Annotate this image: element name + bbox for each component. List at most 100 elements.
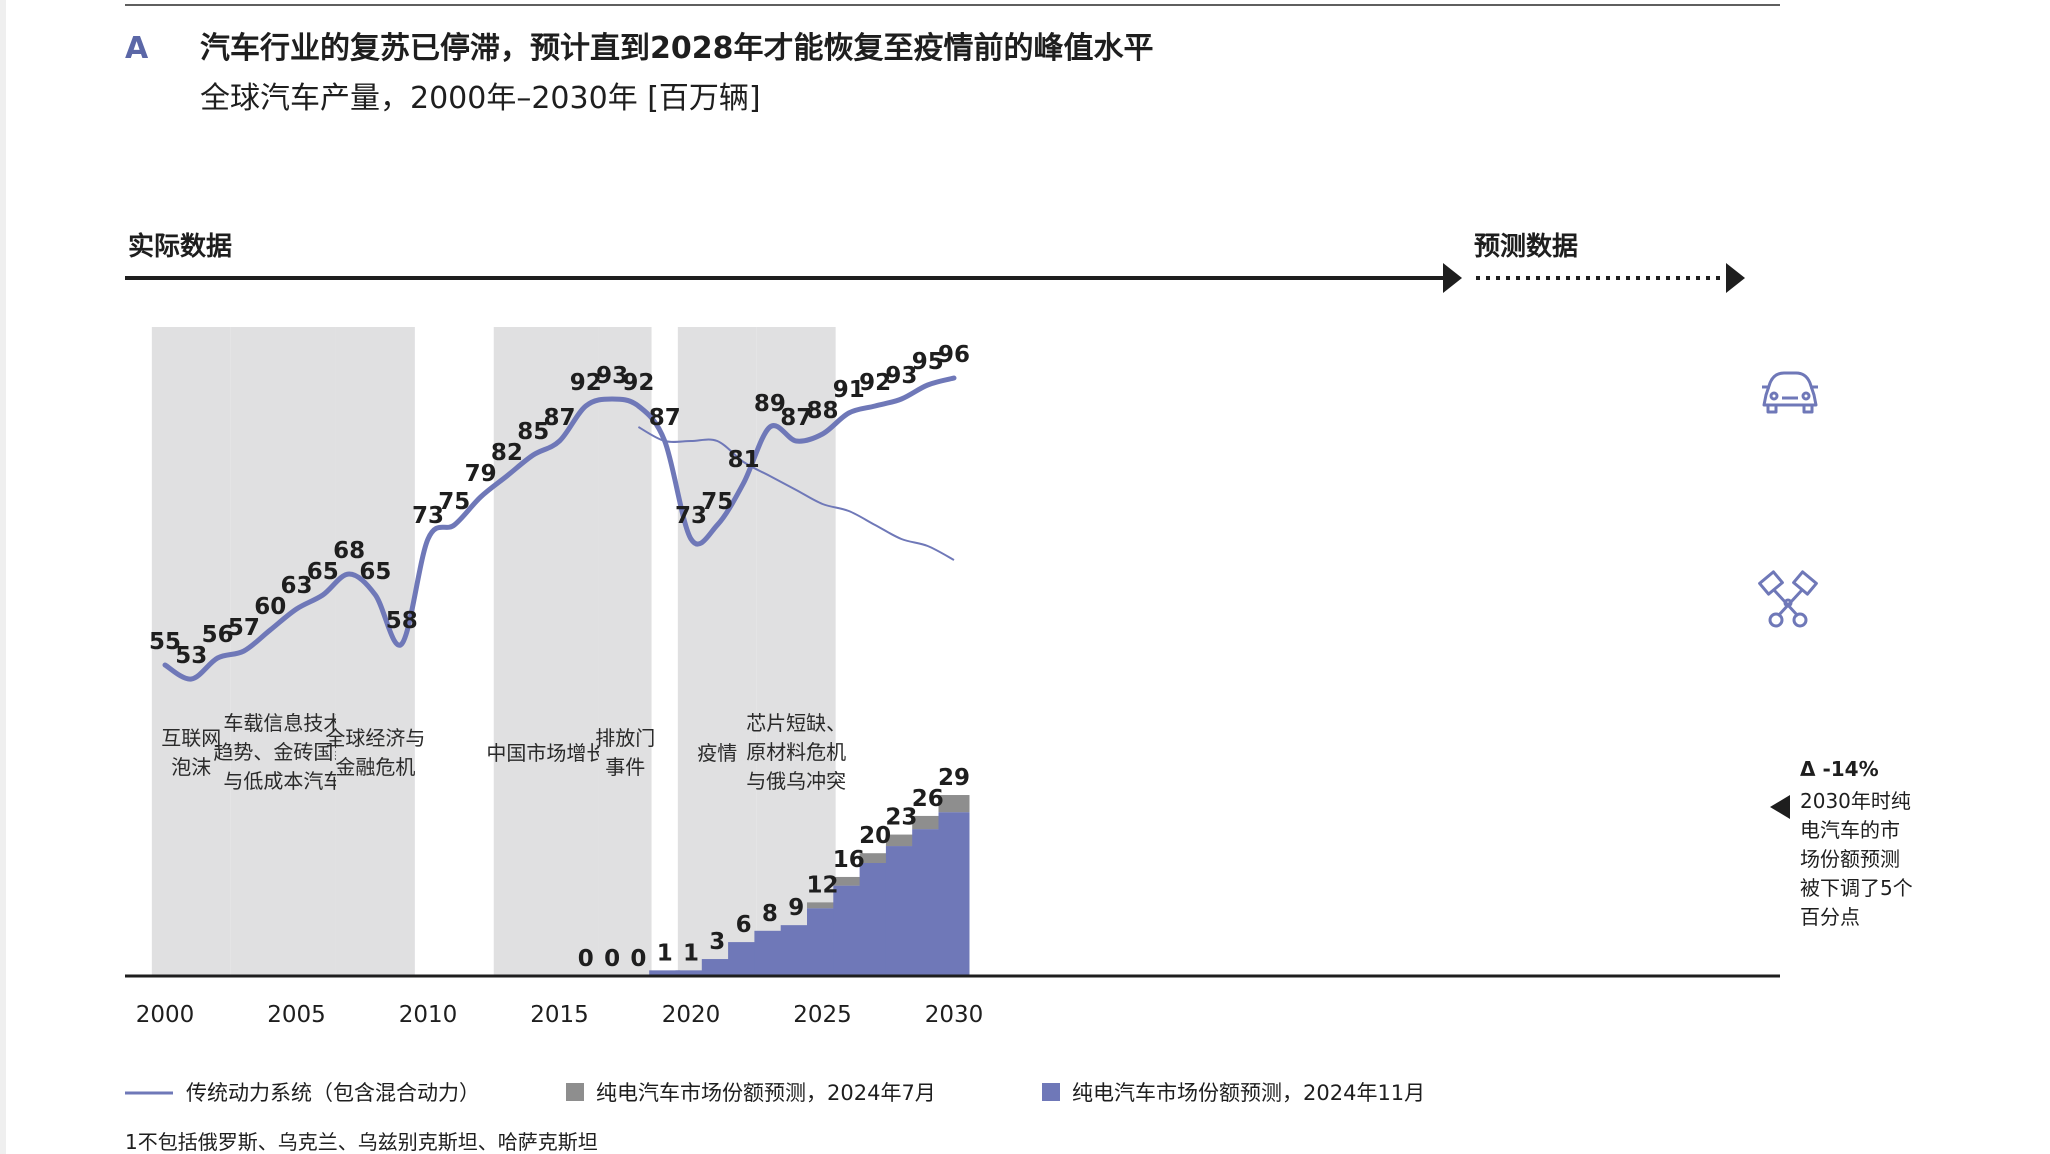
line-value-label-2017: 93 bbox=[596, 363, 628, 389]
bev-value-label-2018: 0 bbox=[630, 946, 646, 972]
bev-value-label-2028: 23 bbox=[885, 805, 917, 831]
line-value-label-2003: 57 bbox=[228, 615, 260, 641]
bev-bars bbox=[649, 795, 970, 976]
footnote: 1不包括俄罗斯、乌克兰、乌兹别克斯坦、哈萨克斯坦 bbox=[125, 1130, 598, 1154]
bev-bar-nov-2020 bbox=[675, 970, 707, 976]
panel-letter: A bbox=[125, 31, 149, 66]
line-value-label-2021: 75 bbox=[701, 489, 733, 515]
line-value-label-2015: 87 bbox=[543, 405, 575, 431]
line-value-label-2029: 95 bbox=[912, 349, 944, 375]
event-label-6: 芯片短缺、 bbox=[746, 711, 846, 735]
event-label-0: 泡沫 bbox=[171, 755, 211, 779]
left-edge-bar bbox=[0, 0, 6, 1154]
bev-bar-nov-2029 bbox=[912, 829, 944, 976]
line-value-label-2006: 65 bbox=[307, 559, 339, 585]
bev-bar-nov-2026 bbox=[833, 885, 865, 976]
bev-value-label-2030: 29 bbox=[938, 765, 970, 791]
event-label-2: 金融危机 bbox=[335, 755, 415, 779]
event-label-6: 与俄乌冲突 bbox=[746, 769, 846, 793]
x-tick-label-2020: 2020 bbox=[662, 1002, 721, 1028]
event-band-1 bbox=[230, 327, 336, 976]
bev-value-label-2027: 20 bbox=[859, 823, 891, 849]
line-value-label-2007: 68 bbox=[333, 538, 365, 564]
line-value-label-2027: 92 bbox=[859, 370, 891, 396]
annotation-line-3: 被下调了5个 bbox=[1800, 876, 1913, 900]
bev-bar-jul-2026 bbox=[833, 876, 865, 886]
legend-bev-nov-swatch bbox=[1042, 1083, 1060, 1101]
phase-actual-label: 实际数据 bbox=[128, 231, 232, 262]
annotation-line-1: 电汽车的市 bbox=[1800, 818, 1900, 842]
x-tick-label-2010: 2010 bbox=[399, 1002, 458, 1028]
event-label-0: 互联网 bbox=[161, 726, 221, 750]
bev-bar-nov-2028 bbox=[885, 846, 917, 976]
line-value-label-2025: 88 bbox=[806, 398, 838, 424]
legend-bev-jul-label: 纯电汽车市场份额预测，2024年7月 bbox=[596, 1081, 936, 1105]
line-value-label-2023: 89 bbox=[754, 391, 786, 417]
event-label-3: 中国市场增长 bbox=[486, 741, 606, 765]
event-band-2 bbox=[335, 327, 415, 976]
event-label-1: 车载信息技术 bbox=[223, 711, 343, 735]
chart-title: 汽车行业的复苏已停滞，预计直到2028年才能恢复至疫情前的峰值水平 bbox=[200, 31, 1154, 66]
event-label-2: 全球经济与 bbox=[325, 726, 425, 750]
bev-bar-nov-2023 bbox=[754, 930, 786, 976]
x-tick-label-2005: 2005 bbox=[267, 1002, 326, 1028]
line-value-label-2001: 53 bbox=[175, 643, 207, 669]
line-value-label-2028: 93 bbox=[885, 363, 917, 389]
engine-piston-icon bbox=[1758, 570, 1818, 628]
event-band-3 bbox=[493, 327, 599, 976]
bev-value-label-2023: 8 bbox=[762, 901, 778, 927]
x-tick-label-2030: 2030 bbox=[925, 1002, 984, 1028]
line-value-label-2013: 82 bbox=[491, 440, 523, 466]
line-value-label-2009: 58 bbox=[386, 608, 418, 634]
bev-bar-nov-2021 bbox=[701, 959, 733, 976]
x-tick-label-2025: 2025 bbox=[793, 1002, 852, 1028]
total-production-line bbox=[162, 375, 957, 682]
bev-bar-nov-2024 bbox=[780, 925, 812, 976]
legend-bev-jul-swatch bbox=[566, 1083, 584, 1101]
phase-actual-arrowhead bbox=[1443, 263, 1462, 293]
bev-value-label-2017: 0 bbox=[604, 946, 620, 972]
legend-bev-nov-label: 纯电汽车市场份额预测，2024年11月 bbox=[1072, 1081, 1425, 1105]
bev-value-label-2025: 12 bbox=[806, 872, 838, 898]
line-value-label-2000: 55 bbox=[149, 629, 181, 655]
event-band-0 bbox=[151, 327, 231, 976]
line-value-label-2020: 73 bbox=[675, 503, 707, 529]
bev-bar-nov-2025 bbox=[807, 908, 838, 976]
event-label-1: 趋势、金砖国家 bbox=[213, 740, 353, 764]
phase-forecast-label: 预测数据 bbox=[1474, 232, 1578, 262]
data-labels: 0 0 0 1 1 36 8 91216202326295553565760636568655… bbox=[149, 342, 970, 972]
bev-value-label-2026: 16 bbox=[833, 847, 865, 873]
bev-bar-jul-2025 bbox=[807, 902, 838, 909]
bev-bar-jul-2027 bbox=[859, 853, 891, 863]
line-value-label-2008: 65 bbox=[359, 559, 391, 585]
line-value-label-2012: 79 bbox=[465, 461, 497, 487]
line-value-label-2010: 73 bbox=[412, 503, 444, 529]
line-value-label-2022: 81 bbox=[728, 447, 760, 473]
event-label-4: 排放门 bbox=[595, 726, 655, 750]
phase-arrows: 实际数据 预测数据 bbox=[125, 231, 1745, 293]
annotation-line-0: 2030年时纯 bbox=[1800, 789, 1911, 813]
bev-value-label-2020: 1 bbox=[683, 940, 699, 966]
legend-ice-label: 传统动力系统（包含混合动力） bbox=[186, 1081, 480, 1105]
x-axis: 2000 2005 2010 2015 2020 2025 2030 bbox=[125, 974, 1780, 1028]
bev-bar-nov-2030 bbox=[938, 812, 970, 976]
annotation-arrow bbox=[1770, 795, 1790, 819]
line-value-label-2019: 87 bbox=[649, 405, 681, 431]
car-icon bbox=[1762, 371, 1818, 414]
line-value-label-2004: 60 bbox=[254, 594, 286, 620]
event-band-5 bbox=[677, 327, 757, 976]
annotation-line-2: 场份额预测 bbox=[1800, 847, 1900, 871]
line-value-label-2026: 91 bbox=[833, 377, 865, 403]
production-lines bbox=[162, 375, 957, 682]
line-value-label-2018: 92 bbox=[622, 370, 654, 396]
bev-value-label-2021: 3 bbox=[709, 929, 725, 955]
bev-value-label-2024: 9 bbox=[788, 895, 804, 921]
annotation-delta: Δ -14% bbox=[1800, 757, 1879, 781]
line-value-label-2002: 56 bbox=[202, 622, 234, 648]
bev-bar-nov-2027 bbox=[859, 863, 891, 976]
bev-value-label-2016: 0 bbox=[578, 946, 594, 972]
annotation-line-4: 百分点 bbox=[1800, 905, 1860, 929]
line-value-label-2016: 92 bbox=[570, 370, 602, 396]
